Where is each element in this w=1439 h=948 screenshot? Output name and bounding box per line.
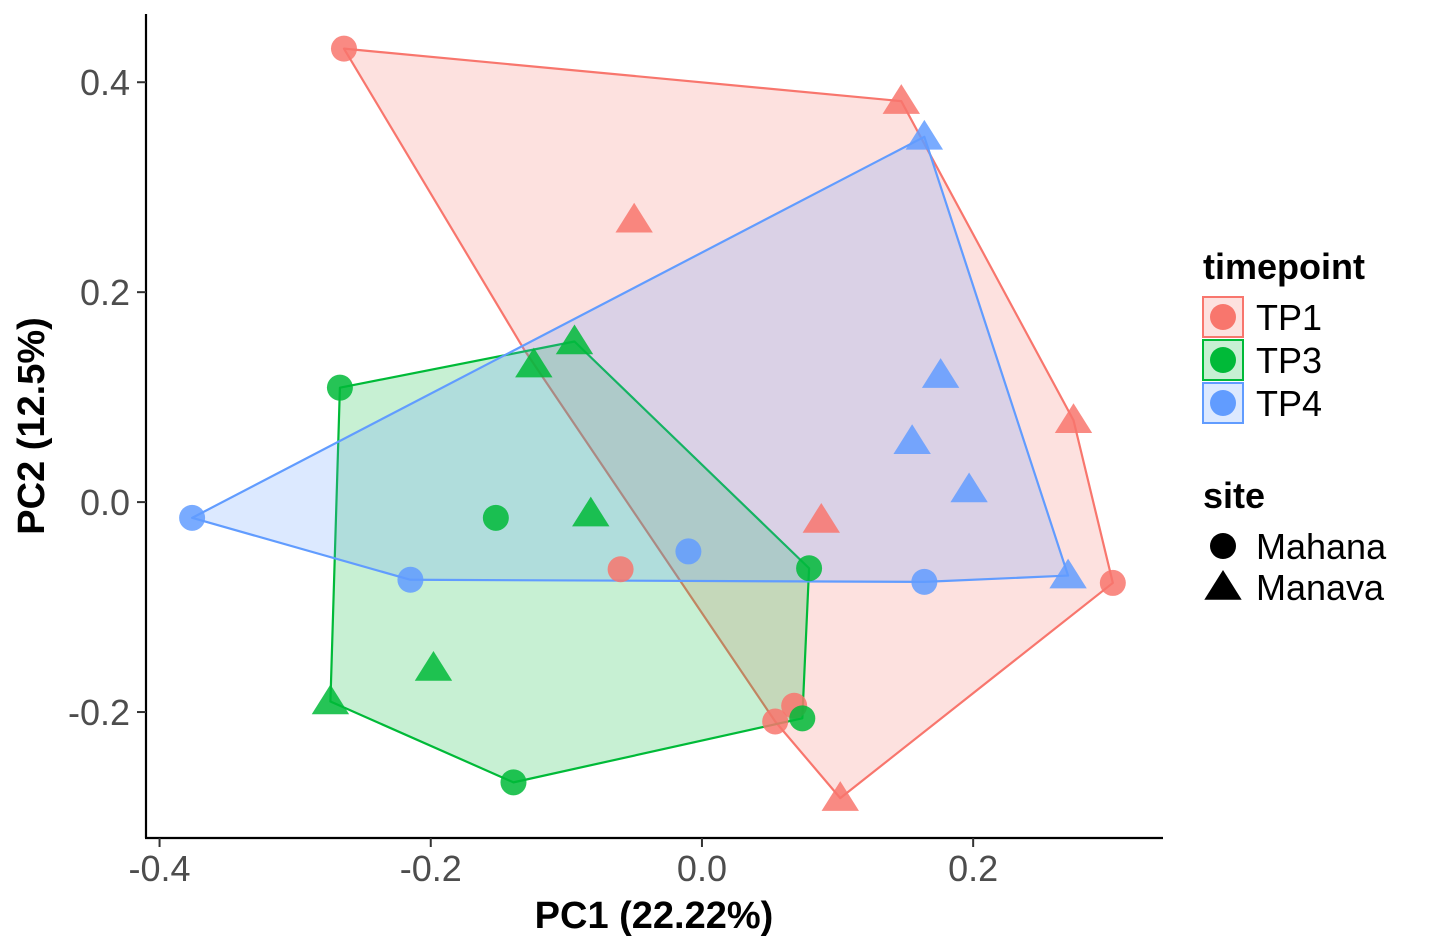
legend-label-tp4: TP4 (1256, 383, 1322, 424)
point-tp3-circle-0 (326, 374, 353, 401)
hull-layer (191, 47, 1114, 800)
hull-tp4 (191, 135, 1070, 583)
x-tick-label: -0.4 (129, 848, 191, 889)
point-tp3-circle-8 (789, 705, 816, 732)
point-tp1-circle-0 (330, 35, 357, 62)
point-tp3-triangle-7 (311, 684, 350, 715)
legend-key-tp4 (1202, 382, 1244, 424)
point-tp1-triangle-9 (821, 781, 859, 811)
legend-timepoint-title: timepoint (1203, 246, 1365, 287)
point-tp3-circle-5 (796, 555, 823, 582)
legend-label-mahana: Mahana (1256, 526, 1387, 567)
legend-shape-manava (1204, 570, 1242, 600)
point-tp1-triangle-1 (882, 84, 920, 114)
ticks: -0.4 -0.2 0.0 0.2 -0.2 0.0 0.2 0.4 (68, 62, 998, 889)
point-tp1-triangle-4 (802, 502, 840, 533)
point-tp4-triangle-8 (1049, 558, 1087, 589)
y-axis-title: PC2 (12.5%) (11, 317, 53, 535)
point-tp3-triangle-6 (414, 650, 453, 681)
point-tp4-circle-0 (179, 504, 206, 531)
y-tick-label: 0.4 (80, 62, 130, 103)
point-tp1-triangle-3 (1054, 403, 1093, 433)
x-axis-title: PC1 (22.22%) (535, 895, 774, 937)
point-tp3-triangle-2 (515, 347, 553, 378)
y-tick-label: 0.0 (80, 482, 130, 523)
point-tp1-circle-8 (762, 708, 789, 735)
point-tp4-triangle-1 (905, 119, 944, 150)
point-tp3-triangle-1 (555, 324, 594, 355)
axes (144, 14, 1163, 840)
y-tick-label: 0.2 (80, 272, 130, 313)
point-tp3-triangle-4 (572, 496, 610, 527)
point-tp4-triangle-2 (921, 358, 960, 388)
x-tick-label: -0.2 (400, 848, 462, 889)
legend-label-manava: Manava (1256, 567, 1385, 608)
legend-shape-mahana (1210, 533, 1236, 559)
x-tick-label: 0.2 (948, 848, 998, 889)
legend-key-dot-tp4 (1210, 390, 1236, 416)
point-tp4-triangle-4 (950, 472, 988, 503)
legend-site-title: site (1203, 475, 1265, 516)
legend-key-dot-tp1 (1210, 304, 1236, 330)
y-tick-label: -0.2 (68, 692, 130, 733)
point-tp4-circle-6 (397, 566, 424, 593)
point-tp1-circle-5 (607, 556, 634, 583)
point-tp3-circle-9 (500, 769, 527, 796)
point-tp3-circle-3 (482, 504, 509, 531)
point-tp4-circle-5 (675, 538, 702, 565)
legend-label-tp3: TP3 (1256, 340, 1322, 381)
point-tp1-triangle-2 (615, 202, 653, 233)
points-layer (179, 35, 1126, 811)
legend-key-dot-tp3 (1210, 347, 1236, 373)
legend-label-tp1: TP1 (1256, 297, 1322, 338)
point-tp4-circle-7 (911, 568, 938, 595)
x-tick-label: 0.0 (677, 848, 727, 889)
point-tp1-circle-6 (1099, 569, 1126, 596)
point-tp4-triangle-3 (893, 424, 931, 454)
